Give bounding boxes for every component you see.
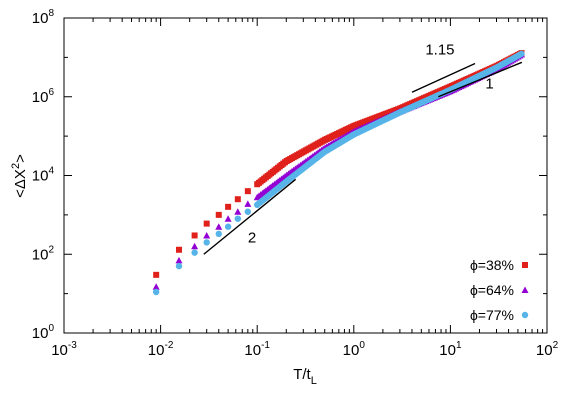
guide-line [411, 62, 476, 93]
data-point [518, 50, 525, 57]
series-triangle [152, 51, 525, 290]
data-point [175, 246, 182, 253]
data-point [152, 283, 160, 290]
data-point [224, 223, 232, 230]
data-point [225, 203, 232, 210]
data-point [191, 242, 199, 250]
data-point [224, 215, 232, 222]
data-point [203, 220, 210, 227]
data-point [244, 200, 252, 207]
scaling-guides: 2 1.15 1 [203, 41, 523, 255]
x-tick-label: 102 [536, 340, 559, 359]
y-axis-label: <ΔX2> [10, 154, 29, 198]
data-point [175, 256, 183, 264]
data-point [153, 271, 160, 278]
data-point [234, 208, 242, 215]
x-tick-labels: 10-3 10-2 10-1 100 101 102 [51, 340, 558, 359]
y-tick-label: 106 [32, 87, 55, 106]
y-tick-labels: 100 102 104 106 108 [32, 8, 55, 342]
series-circle [152, 50, 525, 296]
y-tick-label: 102 [32, 244, 55, 263]
data-point [175, 262, 183, 270]
data-point [234, 196, 241, 203]
x-tick-label: 100 [343, 340, 366, 359]
y-tick-label: 108 [32, 8, 55, 27]
y-tick-label: 104 [32, 166, 55, 185]
data-point [191, 232, 198, 239]
data-point [203, 239, 210, 246]
data-point [215, 211, 222, 218]
legend-label: ϕ=38% [470, 257, 514, 273]
legend-marker [521, 286, 529, 293]
guide-line [203, 178, 297, 255]
data-point [191, 249, 198, 256]
legend: ϕ=38% ϕ=64% ϕ=77% [470, 257, 529, 323]
x-axis-label: T/tL [293, 366, 317, 387]
data-point [234, 215, 242, 222]
data-point [215, 230, 222, 238]
data-point [244, 208, 252, 215]
guide-slope-label: 2 [248, 229, 256, 246]
x-tick-label: 101 [439, 340, 462, 359]
data-point [244, 188, 251, 195]
guide-slope-label: 1.15 [425, 41, 454, 58]
x-tick-label: 10-2 [148, 340, 174, 359]
data-point [203, 231, 211, 239]
guide-line [438, 61, 523, 98]
axis-ticks [63, 17, 548, 334]
x-tick-label: 10-3 [51, 340, 77, 359]
data-points [152, 50, 525, 296]
data-point [152, 288, 160, 296]
y-tick-label: 100 [32, 323, 55, 342]
legend-label: ϕ=77% [470, 307, 514, 323]
legend-marker [522, 262, 528, 268]
data-point [215, 223, 223, 230]
x-tick-label: 10-1 [244, 340, 270, 359]
guide-slope-label: 1 [485, 76, 493, 93]
legend-marker [521, 311, 529, 319]
legend-label: ϕ=64% [470, 282, 514, 298]
